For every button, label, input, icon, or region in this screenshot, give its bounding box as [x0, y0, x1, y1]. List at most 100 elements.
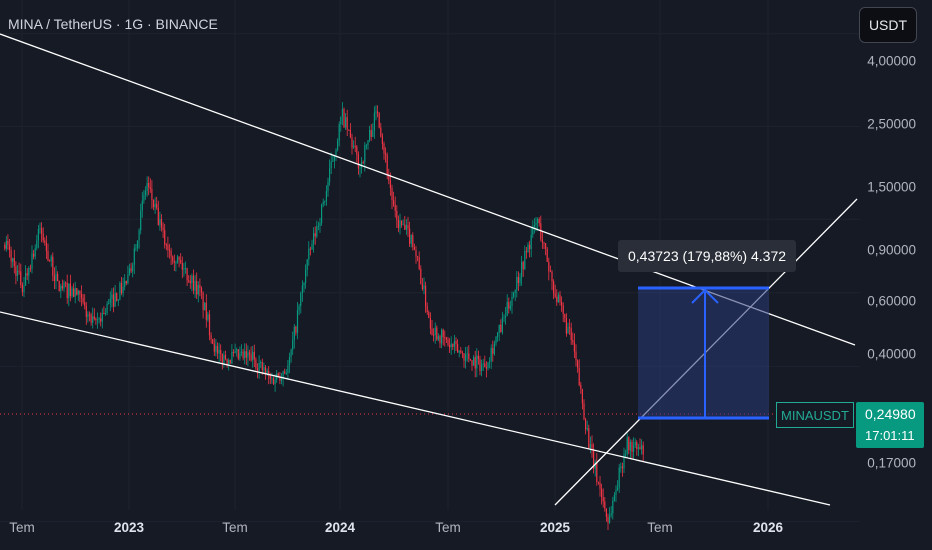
- candle-body: [409, 228, 411, 244]
- time-tick: 2025: [539, 520, 571, 535]
- candle-body: [633, 445, 635, 452]
- candle-body: [228, 360, 230, 365]
- candle-body: [248, 352, 251, 355]
- candle-body: [621, 466, 623, 469]
- candle-body: [101, 313, 103, 322]
- candle-body: [205, 302, 207, 320]
- candle-body: [508, 302, 510, 309]
- candle-body: [253, 351, 255, 360]
- candle-body: [221, 354, 223, 363]
- measure-box[interactable]: [638, 288, 769, 418]
- candle-body: [506, 302, 508, 316]
- candle-body: [308, 248, 310, 260]
- candle-body: [224, 355, 227, 360]
- candle-body: [543, 242, 545, 244]
- candle-body: [458, 350, 460, 353]
- candle-body: [557, 294, 559, 303]
- candle-body: [16, 270, 19, 276]
- candle-body: [68, 283, 70, 298]
- candle-body: [591, 444, 593, 451]
- price-tick: 4,00000: [867, 53, 916, 69]
- candle-body: [50, 256, 52, 262]
- candle-body: [144, 190, 147, 196]
- candles: [4, 102, 644, 530]
- candle-body: [311, 243, 313, 250]
- candle-body: [156, 203, 158, 208]
- currency-button[interactable]: USDT: [859, 7, 917, 43]
- price-tick: 1,50000: [867, 179, 916, 195]
- candle-body: [207, 314, 209, 320]
- candle-body: [226, 359, 228, 365]
- ticker-label: MINAUSDT: [776, 402, 854, 428]
- candle-body: [296, 310, 299, 333]
- candle-body: [136, 240, 139, 248]
- candle-body: [322, 202, 324, 205]
- candle-body: [8, 244, 11, 251]
- candle-body: [57, 273, 59, 282]
- candle-body: [79, 290, 81, 295]
- candle-body: [188, 280, 190, 282]
- candle-body: [184, 268, 187, 269]
- candle-body: [527, 244, 529, 252]
- candle-body: [391, 188, 393, 201]
- candle-body: [284, 371, 286, 374]
- candle-body: [143, 195, 145, 201]
- candle-body: [212, 339, 214, 344]
- candle-body: [569, 327, 571, 328]
- candle-body: [160, 219, 163, 228]
- candle-body: [242, 351, 244, 359]
- candle-body: [413, 247, 415, 250]
- candle-body: [364, 145, 366, 163]
- candle-body: [498, 324, 500, 333]
- candle-body: [73, 288, 75, 297]
- candle-body: [578, 367, 580, 385]
- candle-body: [377, 111, 379, 114]
- candle-body: [183, 268, 185, 270]
- candle-body: [359, 167, 361, 169]
- candle-body: [631, 442, 633, 452]
- candle-body: [618, 467, 620, 488]
- candle-body: [216, 345, 219, 354]
- candle-body: [80, 294, 83, 298]
- candle-body: [567, 327, 569, 334]
- bar-countdown: 17:01:11: [865, 428, 915, 443]
- candle-body: [69, 283, 71, 296]
- candle-body: [535, 222, 537, 225]
- candle-body: [92, 316, 94, 323]
- candle-body: [76, 288, 78, 295]
- candle-body: [85, 305, 87, 317]
- candle-body: [637, 447, 639, 449]
- candle-body: [61, 285, 63, 289]
- candle-body: [244, 351, 246, 359]
- candle-body: [258, 363, 260, 371]
- candle-body: [25, 273, 27, 286]
- candle-body: [397, 219, 399, 229]
- candle-body: [466, 353, 468, 355]
- symbol-title[interactable]: MINA / TetherUS · 1G · BINANCE: [8, 16, 218, 32]
- candle-body: [585, 419, 587, 430]
- candle-body: [250, 354, 252, 361]
- candle-body: [41, 228, 43, 234]
- candle-body: [77, 290, 79, 295]
- candle-body: [100, 318, 102, 322]
- candle-body: [516, 277, 518, 290]
- candle-body: [553, 281, 555, 294]
- candle-body: [429, 318, 431, 329]
- candle-body: [231, 352, 233, 364]
- candle-body: [426, 306, 428, 312]
- candle-body: [274, 379, 276, 384]
- candle-body: [104, 313, 107, 315]
- candle-body: [372, 130, 374, 137]
- candle-body: [128, 268, 131, 275]
- candle-body: [229, 360, 231, 364]
- candle-body: [66, 282, 68, 298]
- candle-body: [168, 250, 171, 251]
- candle-body: [404, 224, 406, 230]
- candle-body: [232, 352, 235, 354]
- candle-body: [191, 275, 193, 284]
- lower-trendline[interactable]: [0, 311, 831, 506]
- candle-body: [340, 116, 342, 125]
- candle-body: [319, 223, 321, 226]
